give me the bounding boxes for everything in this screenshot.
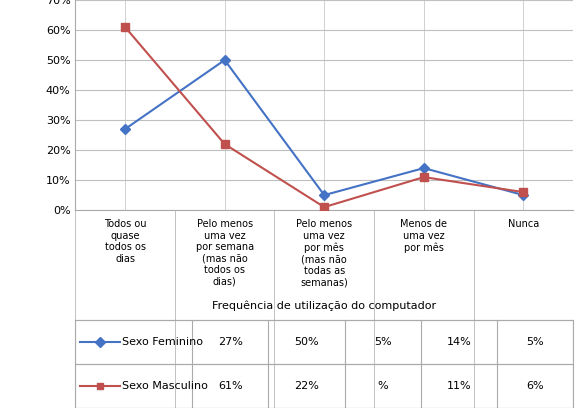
Text: 61%: 61%: [218, 381, 243, 391]
Text: 5%: 5%: [374, 337, 391, 347]
Text: Sexo Feminino: Sexo Feminino: [122, 337, 203, 347]
Text: Nunca: Nunca: [508, 219, 539, 229]
Text: Menos de
uma vez
por mês: Menos de uma vez por mês: [400, 219, 448, 253]
Text: 5%: 5%: [526, 337, 544, 347]
Text: %: %: [378, 381, 388, 391]
Text: Sexo Masculino: Sexo Masculino: [122, 381, 208, 391]
Text: Pelo menos
uma vez
por mês
(mas não
todas as
semanas): Pelo menos uma vez por mês (mas não toda…: [296, 219, 352, 288]
Text: 50%: 50%: [294, 337, 319, 347]
Text: Pelo menos
uma vez
por semana
(mas não
todos os
dias): Pelo menos uma vez por semana (mas não t…: [196, 219, 254, 287]
Text: 6%: 6%: [526, 381, 544, 391]
Text: Todos ou
quase
todos os
dias: Todos ou quase todos os dias: [104, 219, 146, 264]
Text: 14%: 14%: [446, 337, 471, 347]
Text: 11%: 11%: [446, 381, 471, 391]
Text: Frequência de utilização do computador: Frequência de utilização do computador: [212, 301, 437, 311]
Text: 27%: 27%: [218, 337, 243, 347]
Text: 22%: 22%: [294, 381, 319, 391]
